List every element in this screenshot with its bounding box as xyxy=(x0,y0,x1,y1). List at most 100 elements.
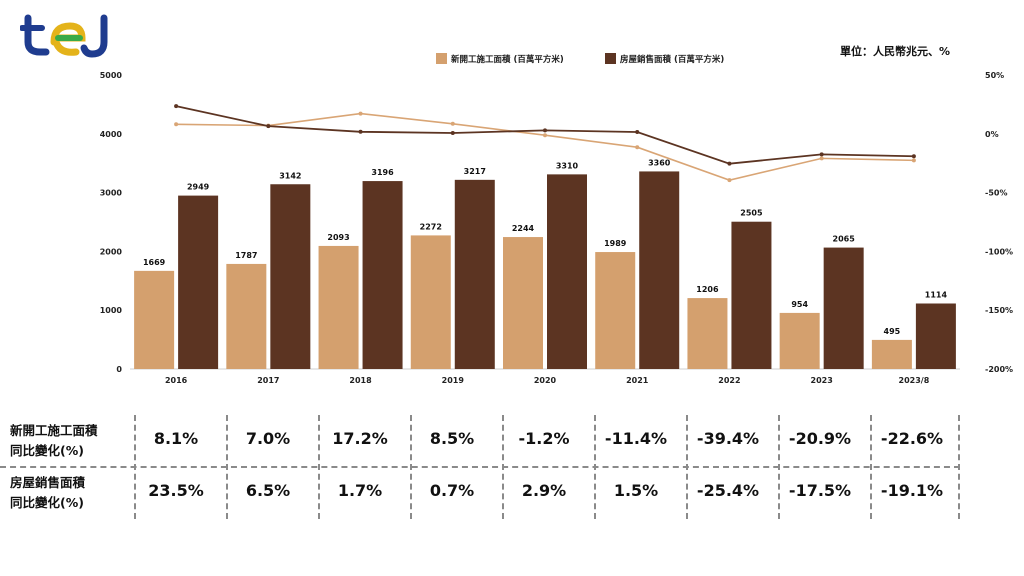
x-tick-label: 2022 xyxy=(718,376,740,385)
table-cell: 7.0% xyxy=(245,429,291,448)
y2-tick-label: -50% xyxy=(985,189,1007,198)
table-cell: 0.7% xyxy=(429,481,475,500)
point-house-sales-yoy xyxy=(450,130,455,135)
bar-new-construction xyxy=(595,252,636,369)
row-label-line1: 新開工施工面積 xyxy=(10,423,98,438)
y2-tick-label: -100% xyxy=(985,247,1013,256)
table-divider xyxy=(870,415,872,519)
x-tick-label: 2019 xyxy=(442,376,465,385)
bar-house-sales xyxy=(454,179,495,369)
table-divider xyxy=(686,415,688,519)
table-divider xyxy=(226,415,228,519)
table-cell: 6.5% xyxy=(245,481,291,500)
point-house-sales-yoy xyxy=(174,104,179,109)
data-label: 954 xyxy=(791,300,808,309)
point-new-construction-yoy xyxy=(635,145,640,150)
table-cell: 8.5% xyxy=(429,429,475,448)
table-cell: -20.9% xyxy=(788,429,852,448)
row-label-line1: 房屋銷售面積 xyxy=(10,475,86,490)
y-tick-label: 2000 xyxy=(100,247,123,256)
legend-swatch-house-sales xyxy=(605,53,616,64)
x-tick-label: 2020 xyxy=(534,376,557,385)
point-house-sales-yoy xyxy=(727,161,732,166)
x-tick-label: 2021 xyxy=(626,376,649,385)
point-new-construction-yoy xyxy=(727,178,732,183)
unit-label: 單位：人民幣兆元、% xyxy=(840,44,950,58)
y-tick-label: 5000 xyxy=(100,71,123,80)
x-tick-label: 2018 xyxy=(349,376,372,385)
table-row-house-sales: 房屋銷售面積 同比變化(%) 23.5% 6.5% 1.7% 0.7% 2.9%… xyxy=(0,467,1024,519)
point-new-construction-yoy xyxy=(174,122,179,127)
data-label: 3142 xyxy=(279,171,301,180)
y-tick-label: 1000 xyxy=(100,306,123,315)
y-tick-label: 4000 xyxy=(100,130,123,139)
data-label: 2093 xyxy=(327,233,349,242)
table-cell: -22.6% xyxy=(880,429,944,448)
point-new-construction-yoy xyxy=(543,133,547,138)
data-label: 1787 xyxy=(235,251,257,260)
bar-house-sales xyxy=(270,184,311,369)
bar-house-sales xyxy=(362,181,403,369)
point-house-sales-yoy xyxy=(635,130,640,135)
row-label-line2: 同比變化(%) xyxy=(10,443,84,458)
table-divider xyxy=(318,415,320,519)
point-house-sales-yoy xyxy=(358,129,363,134)
data-label: 495 xyxy=(884,327,901,336)
row-label-line2: 同比變化(%) xyxy=(10,495,84,510)
tej-logo-icon xyxy=(19,14,108,58)
data-label: 3310 xyxy=(556,161,579,170)
bar-house-sales xyxy=(915,303,956,369)
table-cell: 23.5% xyxy=(148,481,204,500)
bar-house-sales xyxy=(639,171,680,369)
point-house-sales-yoy xyxy=(911,154,916,159)
data-label: 2949 xyxy=(187,183,210,192)
x-tick-label: 2023 xyxy=(811,376,833,385)
y2-tick-label: -200% xyxy=(985,365,1013,374)
bar-new-construction xyxy=(503,237,543,369)
data-label: 1669 xyxy=(143,258,166,267)
data-label: 3217 xyxy=(464,167,486,176)
data-label: 1989 xyxy=(604,239,627,248)
table-cell: 17.2% xyxy=(332,429,388,448)
point-house-sales-yoy xyxy=(266,124,271,129)
bar-new-construction xyxy=(318,245,359,369)
legend-label-new-construction: 新開工施工面積 (百萬平方米) xyxy=(451,54,564,65)
point-new-construction-yoy xyxy=(450,121,455,126)
data-label: 3360 xyxy=(648,158,671,167)
point-house-sales-yoy xyxy=(543,128,547,133)
table-cell: -39.4% xyxy=(696,429,760,448)
table-divider xyxy=(502,415,504,519)
legend-label-house-sales: 房屋銷售面積 (百萬平方米) xyxy=(620,54,724,65)
table-divider xyxy=(134,415,136,519)
bar-new-construction xyxy=(871,339,912,369)
data-label: 2272 xyxy=(420,222,442,231)
table-row-divider xyxy=(0,466,960,468)
bar-new-construction xyxy=(779,312,820,369)
y2-tick-label: -150% xyxy=(985,306,1013,315)
table-divider xyxy=(778,415,780,519)
point-house-sales-yoy xyxy=(819,152,824,157)
legend: 新開工施工面積 (百萬平方米) 房屋銷售面積 (百萬平方米) xyxy=(436,53,724,65)
data-label: 2505 xyxy=(740,209,763,218)
table-cell: 8.1% xyxy=(153,429,199,448)
table-cell: 2.9% xyxy=(521,481,567,500)
y-tick-label: 0 xyxy=(116,365,122,374)
yoy-table: 新開工施工面積 同比變化(%) 8.1% 7.0% 17.2% 8.5% -1.… xyxy=(0,415,1024,525)
bar-line-chart: 1669 2949 1787 3142 2093 3196 2272 3217 2244 3310… xyxy=(100,44,1013,385)
bar-house-sales xyxy=(731,221,772,369)
bar-new-construction xyxy=(687,298,728,369)
table-row-new-construction: 新開工施工面積 同比變化(%) 8.1% 7.0% 17.2% 8.5% -1.… xyxy=(0,415,1024,467)
table-cell: -1.2% xyxy=(518,429,570,448)
x-tick-label: 2017 xyxy=(257,376,279,385)
point-new-construction-yoy xyxy=(819,156,824,161)
table-cell: -19.1% xyxy=(880,481,944,500)
table-cell: 1.5% xyxy=(613,481,659,500)
bar-new-construction xyxy=(134,270,175,369)
y2-tick-label: 0% xyxy=(985,130,999,139)
data-label: 1206 xyxy=(696,285,719,294)
data-label: 2244 xyxy=(512,224,535,233)
bar-new-construction xyxy=(226,263,267,369)
table-cell: -17.5% xyxy=(788,481,852,500)
bar-new-construction xyxy=(410,235,451,369)
legend-swatch-new-construction xyxy=(436,53,447,64)
